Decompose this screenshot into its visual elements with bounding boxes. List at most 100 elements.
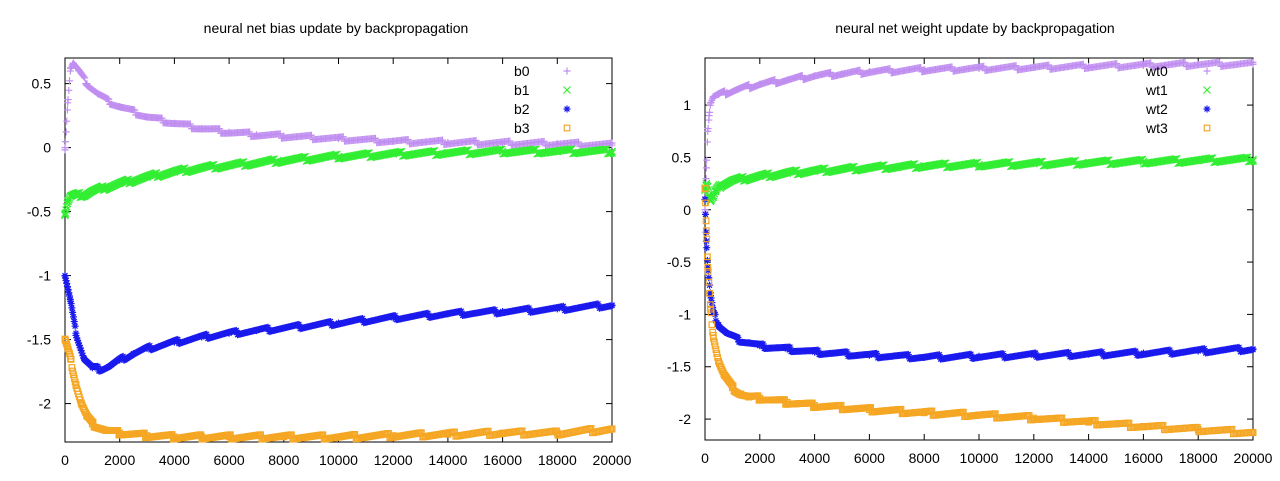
weight-wt1-data-point [920,161,929,170]
bias-legend: b0 b1 b2 b3 [514,63,571,136]
weight-wt2-marker [705,274,713,282]
weight-wt2-data-point [811,348,819,356]
bias-b2-data-point [170,338,178,346]
weight-wt2-marker [873,349,881,357]
weight-wt1-data-point [709,193,718,202]
weight-ytick-label: -1.5 [667,359,691,375]
bias-b0-data-point [69,59,77,67]
bias-b0-data-point [225,128,233,136]
weight-wt0-marker [948,63,956,71]
weight-wt0-marker [703,138,711,146]
weight-wt0-data-point [723,89,731,97]
weight-wt3-data-point [1085,418,1093,426]
bias-b0-data-point [64,99,72,107]
bias-b2-marker [64,286,72,294]
bias-b2-marker [70,317,78,325]
weight-wt2-data-point [704,263,712,271]
weight-ytick-label: -0.5 [667,254,691,270]
bias-b0-data-point [66,64,74,72]
bias-xtick-label: 6000 [214,452,245,468]
bias-b2-marker [68,304,76,312]
weight-xtick-label: 12000 [1014,450,1053,466]
weight-wt2-marker [1166,346,1174,354]
weight-wt0-marker [980,62,988,70]
weight-wt2-data-point [1194,347,1202,355]
weight-wt2-marker [786,343,794,351]
bias-xtick-label: 0 [61,452,69,468]
weight-wt1-data-point [810,167,819,175]
weight-chart-title: neural net weight update by backpropagat… [835,20,1114,36]
weight-wt1-data-point [755,172,764,181]
bias-b0-marker [371,134,379,142]
weight-series-wt1 [701,153,1257,206]
bias-b3-data-point [389,432,397,439]
bias-b2-marker [525,304,533,312]
bias-b1-marker [608,149,616,157]
bias-b2-marker [491,306,499,314]
bias-b3-data-point [78,400,85,407]
bias-b3-data-point [67,355,74,363]
weight-wt3-marker [714,354,722,361]
bias-b2-marker [94,362,102,370]
weight-wt0-data-point [704,127,712,135]
bias-b3-data-point [608,425,616,433]
bias-b2-data-point [88,364,96,372]
bias-b2-marker [65,289,73,297]
weight-wt3-marker [703,235,711,243]
weight-wt3-marker [705,278,713,286]
weight-xtick-label: 2000 [744,450,775,466]
bias-b1-data-point [143,173,151,181]
bias-b2-marker [119,352,127,360]
weight-wt3-data-point [756,394,764,402]
bias-b0-marker [575,138,583,146]
weight-wt3-data-point [975,411,983,419]
weight-wt0-data-point [734,85,742,93]
bias-ytick-label: -1 [39,268,52,284]
weight-wt0-data-point [756,80,764,88]
weight-wt3-marker [711,342,719,350]
bias-b0-marker [276,130,284,138]
weight-wt2-data-point [920,353,928,361]
bias-b1-data-point [170,167,179,176]
bias-xtick-label: 18000 [538,452,577,468]
bias-b2-data-point [252,327,260,335]
bias-b1-data-point [72,191,80,199]
weight-wt2-data-point [734,336,742,344]
bias-b2-marker [76,344,84,352]
bias-b1-data-point [225,161,234,170]
weight-wt1-marker [1249,157,1257,166]
bias-b0-marker [131,106,139,114]
bias-b1-data-point [80,191,89,199]
bias-xtick-label: 2000 [104,452,135,468]
weight-wt0-marker [1113,60,1121,68]
weight-wt1-data-point [1194,156,1203,165]
bias-legend-marker-b2 [563,105,571,113]
bias-b2-marker [326,317,334,325]
weight-wt2-data-point [756,342,764,350]
bias-b3-data-point [83,413,91,420]
bias-b2-data-point [105,362,113,370]
bias-b2-marker [264,323,272,331]
weight-wt2-marker [1132,347,1140,355]
bias-xtick-label: 10000 [319,452,358,468]
bias-b1-data-point [197,164,206,173]
weight-wt0-data-point [1030,63,1038,71]
weight-wt2-marker [703,256,711,264]
weight-wt3-marker [710,338,718,346]
weight-legend-label-wt2: wt2 [1145,101,1168,117]
weight-wt2-marker [707,294,715,302]
bias-b1-data-point [443,148,452,157]
weight-wt0-data-point [709,93,717,101]
weight-wt2-data-point [715,321,723,329]
bias-b2-marker [67,299,75,307]
weight-wt0-marker [771,76,779,84]
bias-b2-marker [232,326,240,334]
weight-wt3-marker [704,267,712,275]
bias-legend-label-b2: b2 [514,101,530,117]
weight-wt3-data-point [704,263,712,271]
bias-b2-data-point [80,355,88,363]
weight-axis-ticks: 0 2000 4000 6000 8000 10000 12000 14000 16000 180… [667,58,1273,466]
bias-b0-data-point [252,131,260,139]
weight-xtick-label: 16000 [1124,450,1163,466]
weight-xtick-label: 10000 [960,450,999,466]
